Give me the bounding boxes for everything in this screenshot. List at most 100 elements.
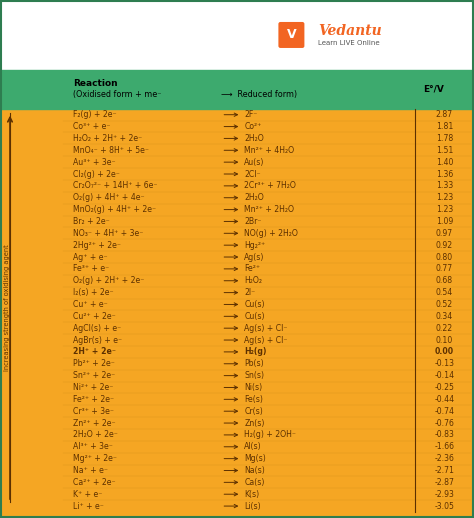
Text: 2.87: 2.87 bbox=[436, 110, 453, 119]
Text: Vedantu: Vedantu bbox=[319, 24, 382, 38]
Text: MnO₂(g) + 4H⁺ + 2e⁻: MnO₂(g) + 4H⁺ + 2e⁻ bbox=[73, 205, 156, 214]
Text: Cr³⁺ + 3e⁻: Cr³⁺ + 3e⁻ bbox=[73, 407, 114, 416]
Text: Cu(s): Cu(s) bbox=[245, 312, 265, 321]
Text: Fe²⁺ + 2e⁻: Fe²⁺ + 2e⁻ bbox=[73, 395, 115, 404]
Text: 1.81: 1.81 bbox=[436, 122, 453, 131]
Text: AgCl(s) + e⁻: AgCl(s) + e⁻ bbox=[73, 324, 122, 333]
Text: 0.54: 0.54 bbox=[436, 288, 453, 297]
Text: 2Br⁻: 2Br⁻ bbox=[245, 217, 262, 226]
Text: 0.34: 0.34 bbox=[436, 312, 453, 321]
Text: Ag(s) + Cl⁻: Ag(s) + Cl⁻ bbox=[245, 336, 288, 344]
Text: Na(s): Na(s) bbox=[245, 466, 265, 475]
Text: Cl₂(g) + 2e⁻: Cl₂(g) + 2e⁻ bbox=[73, 169, 120, 179]
Text: Ag⁺ + e⁻: Ag⁺ + e⁻ bbox=[73, 252, 108, 262]
Text: -0.74: -0.74 bbox=[434, 407, 455, 416]
Text: H₂O₂: H₂O₂ bbox=[245, 276, 263, 285]
Text: 2I⁻: 2I⁻ bbox=[245, 288, 255, 297]
Text: Na⁺ + e⁻: Na⁺ + e⁻ bbox=[73, 466, 109, 475]
Text: 0.10: 0.10 bbox=[436, 336, 453, 344]
Text: Li⁺ + e⁻: Li⁺ + e⁻ bbox=[73, 501, 104, 511]
Text: 0.77: 0.77 bbox=[436, 264, 453, 274]
Text: Mn²⁺ + 2H₂O: Mn²⁺ + 2H₂O bbox=[245, 205, 294, 214]
Text: 1.78: 1.78 bbox=[436, 134, 453, 143]
Text: 0.97: 0.97 bbox=[436, 229, 453, 238]
Text: Fe²⁺: Fe²⁺ bbox=[245, 264, 260, 274]
Text: -0.83: -0.83 bbox=[435, 430, 454, 439]
Text: Hg₂²⁺: Hg₂²⁺ bbox=[245, 241, 265, 250]
Text: -2.36: -2.36 bbox=[435, 454, 454, 463]
Text: -0.76: -0.76 bbox=[435, 419, 454, 427]
FancyBboxPatch shape bbox=[278, 22, 304, 48]
Text: Zn²⁺ + 2e⁻: Zn²⁺ + 2e⁻ bbox=[73, 419, 116, 427]
Text: 2Hg²⁺ + 2e⁻: 2Hg²⁺ + 2e⁻ bbox=[73, 241, 121, 250]
Text: Zn(s): Zn(s) bbox=[245, 419, 265, 427]
Text: 1.23: 1.23 bbox=[436, 193, 453, 202]
Bar bbox=[0, 70, 474, 109]
Text: Mn²⁺ + 4H₂O: Mn²⁺ + 4H₂O bbox=[245, 146, 294, 155]
Text: Mg²⁺ + 2e⁻: Mg²⁺ + 2e⁻ bbox=[73, 454, 118, 463]
Text: Al(s): Al(s) bbox=[245, 442, 262, 451]
Text: 2H₂O: 2H₂O bbox=[245, 134, 264, 143]
Text: -0.25: -0.25 bbox=[435, 383, 454, 392]
Text: -2.87: -2.87 bbox=[435, 478, 454, 487]
Text: H₂O₂ + 2H⁺ + 2e⁻: H₂O₂ + 2H⁺ + 2e⁻ bbox=[73, 134, 143, 143]
Text: Sn²⁺ + 2e⁻: Sn²⁺ + 2e⁻ bbox=[73, 371, 116, 380]
Text: 1.09: 1.09 bbox=[436, 217, 453, 226]
Text: Br₂ + 2e⁻: Br₂ + 2e⁻ bbox=[73, 217, 110, 226]
Text: V: V bbox=[287, 28, 296, 41]
Text: -2.93: -2.93 bbox=[435, 490, 454, 499]
Text: K⁺ + e⁻: K⁺ + e⁻ bbox=[73, 490, 103, 499]
Text: Au³⁺ + 3e⁻: Au³⁺ + 3e⁻ bbox=[73, 157, 116, 167]
Text: -0.44: -0.44 bbox=[434, 395, 455, 404]
Text: Ag(s) + Cl⁻: Ag(s) + Cl⁻ bbox=[245, 324, 288, 333]
Text: ⟶  Reduced form): ⟶ Reduced form) bbox=[221, 90, 298, 99]
Text: H₂(g): H₂(g) bbox=[245, 348, 267, 356]
Text: Pb(s): Pb(s) bbox=[245, 359, 264, 368]
Text: Ni²⁺ + 2e⁻: Ni²⁺ + 2e⁻ bbox=[73, 383, 114, 392]
Text: Fe³⁺ + e⁻: Fe³⁺ + e⁻ bbox=[73, 264, 109, 274]
Text: 2H⁺ + 2e⁻: 2H⁺ + 2e⁻ bbox=[73, 348, 117, 356]
Text: -0.13: -0.13 bbox=[434, 359, 455, 368]
Text: 2H₂O: 2H₂O bbox=[245, 193, 264, 202]
Text: 1.51: 1.51 bbox=[436, 146, 453, 155]
Text: 1.36: 1.36 bbox=[436, 169, 453, 179]
Text: 2Cr³⁺ + 7H₂O: 2Cr³⁺ + 7H₂O bbox=[245, 181, 296, 191]
Text: (Oxidised form + me⁻: (Oxidised form + me⁻ bbox=[73, 90, 162, 99]
Text: 2H₂O + 2e⁻: 2H₂O + 2e⁻ bbox=[73, 430, 118, 439]
Text: -1.66: -1.66 bbox=[434, 442, 455, 451]
Text: Li(s): Li(s) bbox=[245, 501, 261, 511]
Text: Increasing strength of oxidising agent: Increasing strength of oxidising agent bbox=[4, 244, 10, 371]
Text: Cu²⁺ + 2e⁻: Cu²⁺ + 2e⁻ bbox=[73, 312, 116, 321]
Text: Cr₂O₇²⁻ + 14H⁺ + 6e⁻: Cr₂O₇²⁻ + 14H⁺ + 6e⁻ bbox=[73, 181, 158, 191]
Text: 2Cl⁻: 2Cl⁻ bbox=[245, 169, 261, 179]
Text: 1.40: 1.40 bbox=[436, 157, 453, 167]
Text: Al³⁺ + 3e⁻: Al³⁺ + 3e⁻ bbox=[73, 442, 113, 451]
Text: 1.23: 1.23 bbox=[436, 205, 453, 214]
Text: Ni(s): Ni(s) bbox=[245, 383, 263, 392]
Text: -3.05: -3.05 bbox=[435, 501, 454, 511]
Text: 0.92: 0.92 bbox=[436, 241, 453, 250]
Text: 0.68: 0.68 bbox=[436, 276, 453, 285]
Text: Cr(s): Cr(s) bbox=[245, 407, 263, 416]
Bar bbox=[0, 0, 474, 70]
Bar bbox=[0, 109, 474, 518]
Text: O₂(g) + 4H⁺ + 4e⁻: O₂(g) + 4H⁺ + 4e⁻ bbox=[73, 193, 145, 202]
Text: 0.80: 0.80 bbox=[436, 252, 453, 262]
Text: Fe(s): Fe(s) bbox=[245, 395, 263, 404]
Text: F₂(g) + 2e⁻: F₂(g) + 2e⁻ bbox=[73, 110, 117, 119]
Text: Co²⁺: Co²⁺ bbox=[245, 122, 262, 131]
Text: Ag(s): Ag(s) bbox=[245, 252, 265, 262]
Text: Ca(s): Ca(s) bbox=[245, 478, 265, 487]
Text: 0.52: 0.52 bbox=[436, 300, 453, 309]
Text: K(s): K(s) bbox=[245, 490, 259, 499]
Text: Au(s): Au(s) bbox=[245, 157, 265, 167]
Text: Sn(s): Sn(s) bbox=[245, 371, 264, 380]
Text: Ca²⁺ + 2e⁻: Ca²⁺ + 2e⁻ bbox=[73, 478, 116, 487]
Text: I₂(s) + 2e⁻: I₂(s) + 2e⁻ bbox=[73, 288, 114, 297]
Text: NO(g) + 2H₂O: NO(g) + 2H₂O bbox=[245, 229, 298, 238]
Text: 2F⁻: 2F⁻ bbox=[245, 110, 258, 119]
Text: Co³⁺ + e⁻: Co³⁺ + e⁻ bbox=[73, 122, 111, 131]
Text: MnO₄⁻ + 8H⁺ + 5e⁻: MnO₄⁻ + 8H⁺ + 5e⁻ bbox=[73, 146, 149, 155]
Text: Cu(s): Cu(s) bbox=[245, 300, 265, 309]
Text: AgBr(s) + e⁻: AgBr(s) + e⁻ bbox=[73, 336, 123, 344]
